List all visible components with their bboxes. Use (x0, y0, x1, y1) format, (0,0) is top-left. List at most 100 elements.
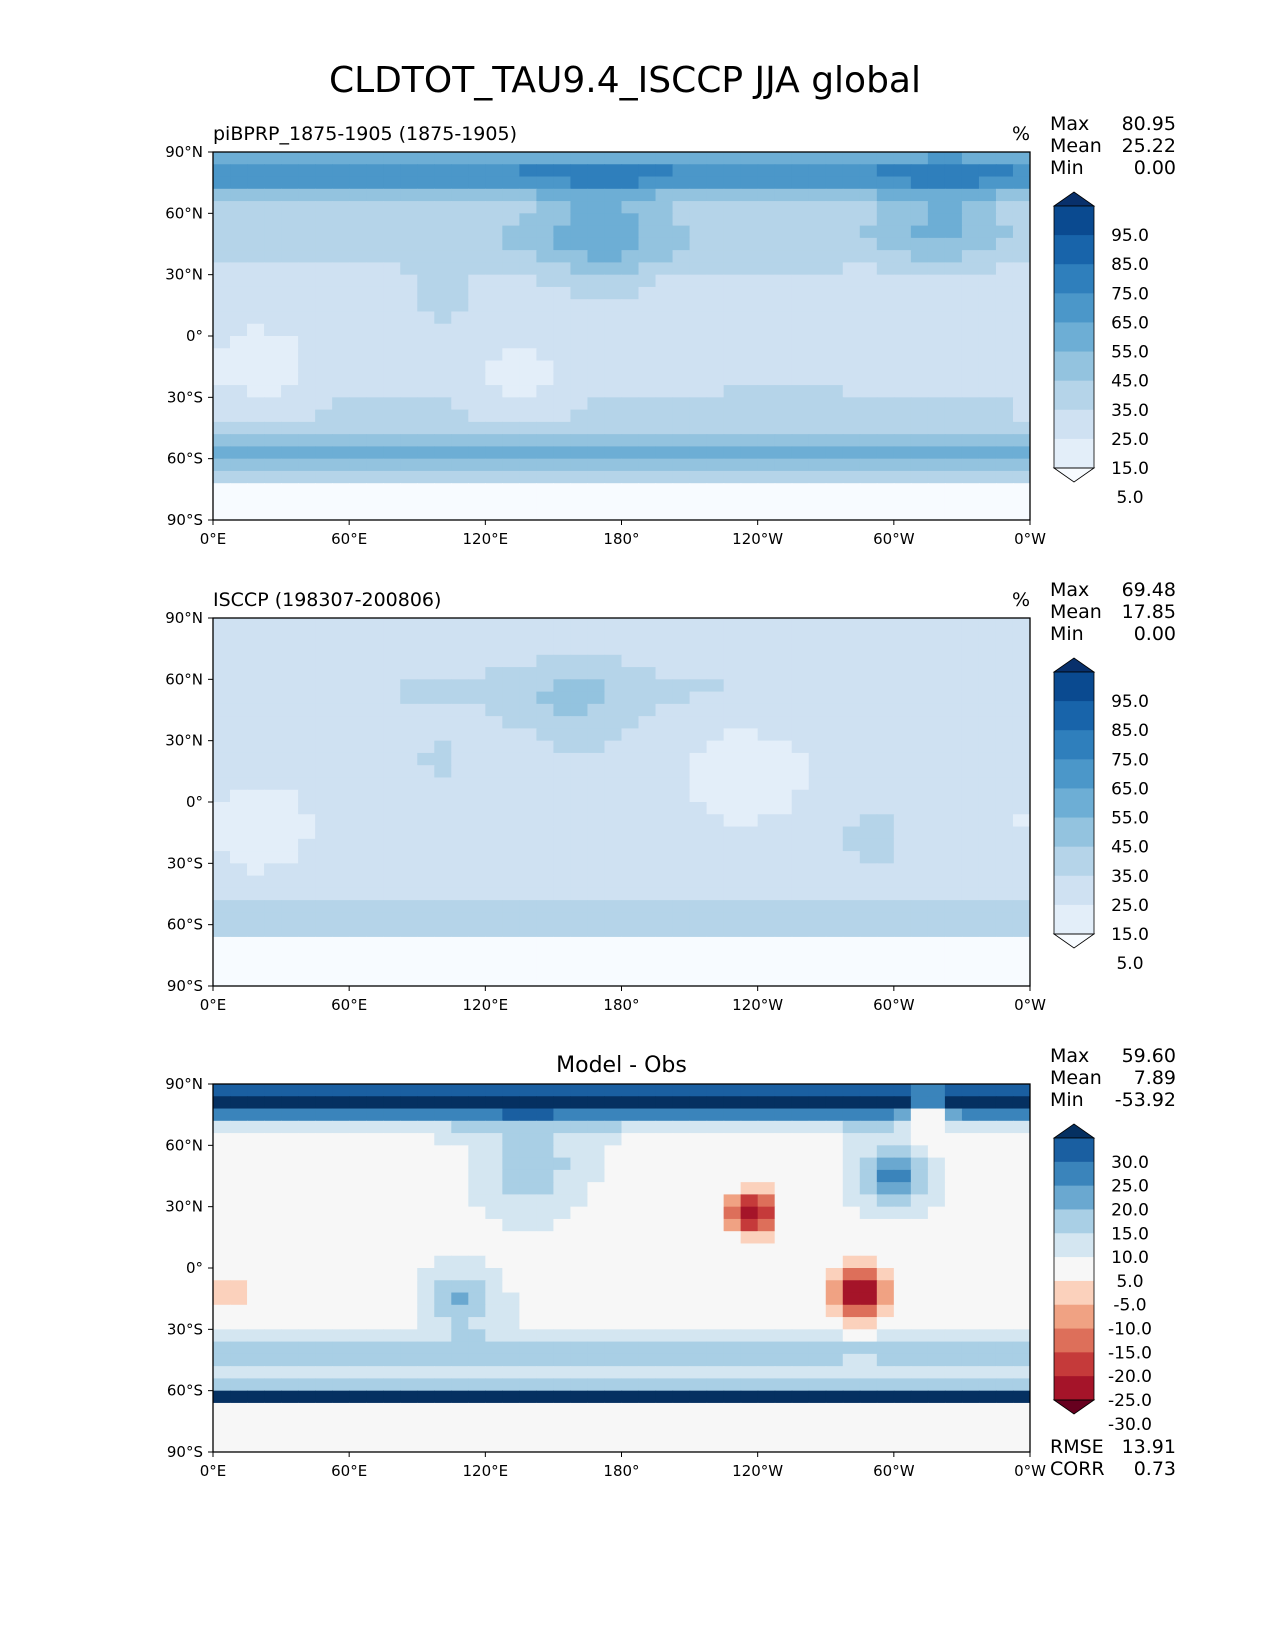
field-cell (774, 1415, 793, 1429)
field-cell (757, 274, 776, 288)
field-cell (774, 851, 793, 864)
field-cell (315, 1133, 333, 1146)
field-cell (434, 1390, 452, 1404)
field-cell (706, 1169, 725, 1183)
field-cell (519, 1427, 537, 1441)
field-cell (315, 1255, 333, 1269)
field-cell (706, 1255, 725, 1269)
field-cell (502, 213, 520, 227)
field-cell (757, 1329, 776, 1343)
field-cell (825, 814, 844, 828)
field-cell (723, 1096, 742, 1110)
field-cell (417, 1206, 435, 1220)
field-cell (672, 912, 691, 926)
field-cell (621, 1169, 640, 1183)
field-cell (808, 752, 827, 766)
field-cell (570, 912, 589, 926)
field-cell (944, 949, 963, 963)
field-cell (927, 1120, 946, 1134)
field-cell (774, 1231, 793, 1245)
field-cell (604, 1084, 623, 1097)
field-cell (706, 900, 725, 913)
field-cell (825, 495, 844, 509)
field-cell (587, 1268, 606, 1281)
field-cell (944, 1182, 963, 1195)
y-tick-label: 30°N (165, 1198, 203, 1216)
field-cell (927, 875, 946, 889)
field-cell (281, 336, 299, 349)
field-cell (791, 1317, 810, 1330)
field-cell (978, 152, 997, 165)
field-cell (604, 1390, 623, 1404)
field-cell (366, 458, 384, 472)
field-cell (332, 777, 350, 791)
field-cell (502, 1145, 520, 1159)
field-cell (893, 961, 912, 975)
field-cell (825, 1415, 844, 1429)
field-cell (638, 164, 657, 178)
field-cell (621, 1206, 640, 1220)
field-cell (638, 237, 657, 251)
field-cell (400, 188, 418, 202)
field-cell (808, 336, 827, 349)
field-cell (230, 1292, 248, 1306)
field-cell (485, 1427, 503, 1441)
field-cell (281, 973, 299, 986)
field-cell (400, 1439, 418, 1452)
field-cell (961, 630, 980, 644)
colorbar-segment (1054, 672, 1094, 702)
field-cell (978, 679, 997, 693)
field-cell (621, 679, 640, 693)
field-cell (434, 777, 452, 791)
field-cell (485, 1292, 503, 1306)
field-cell (876, 152, 895, 165)
field-cell (876, 654, 895, 668)
field-cell (519, 421, 537, 435)
field-cell (740, 262, 759, 276)
field-cell (485, 728, 503, 742)
field-cell (400, 1182, 418, 1195)
field-cell (655, 826, 674, 840)
field-cell (366, 323, 384, 337)
field-cell (264, 1169, 282, 1183)
field-cell (315, 225, 333, 239)
field-cell (961, 1169, 980, 1183)
field-cell (332, 936, 350, 950)
field-cell (910, 765, 929, 779)
field-cell (1012, 1206, 1030, 1220)
field-cell (553, 225, 572, 239)
field-cell (842, 213, 861, 227)
field-cell (706, 1268, 725, 1281)
field-cell (995, 336, 1014, 349)
field-cell (655, 1120, 674, 1134)
field-cell (230, 1366, 248, 1379)
field-cell (553, 1194, 572, 1208)
field-cell (893, 765, 912, 779)
field-cell (264, 1084, 282, 1097)
field-cell (1012, 1182, 1030, 1195)
field-cell (689, 826, 708, 840)
field-cell (468, 1292, 486, 1306)
field-cell (502, 1427, 520, 1441)
field-cell (638, 1231, 657, 1245)
field-cell (1012, 642, 1030, 656)
field-cell (434, 1194, 452, 1208)
field-cell (553, 1145, 572, 1159)
field-cell (1012, 654, 1030, 668)
field-cell (349, 1096, 367, 1110)
field-cell (961, 176, 980, 190)
field-cell (910, 434, 929, 447)
field-cell (468, 299, 486, 313)
field-cell (842, 225, 861, 239)
field-cell (247, 851, 265, 864)
field-cell (298, 421, 316, 435)
field-cell (842, 851, 861, 864)
field-cell (859, 851, 878, 864)
y-tick-label: 90°S (167, 1443, 203, 1461)
field-cell (434, 691, 452, 705)
field-cell (298, 237, 316, 251)
field-cell (247, 323, 265, 337)
field-cell (519, 1157, 537, 1171)
field-cell (451, 262, 469, 276)
field-cell (672, 421, 691, 435)
